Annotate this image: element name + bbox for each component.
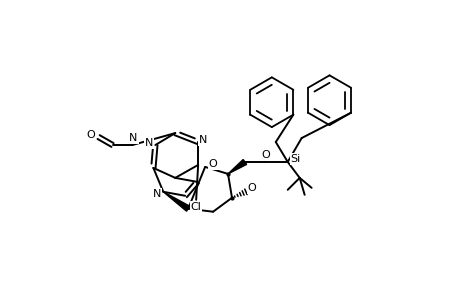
Text: O: O (247, 183, 256, 193)
Text: N: N (129, 133, 137, 143)
Polygon shape (163, 192, 190, 211)
Text: N: N (145, 138, 153, 148)
Text: N: N (198, 135, 207, 145)
Text: O: O (208, 159, 217, 169)
Text: N: N (153, 189, 161, 199)
Text: Si: Si (290, 154, 300, 164)
Text: O: O (86, 130, 95, 140)
Text: O: O (261, 150, 269, 160)
Text: Cl: Cl (190, 202, 201, 212)
Polygon shape (228, 160, 246, 174)
